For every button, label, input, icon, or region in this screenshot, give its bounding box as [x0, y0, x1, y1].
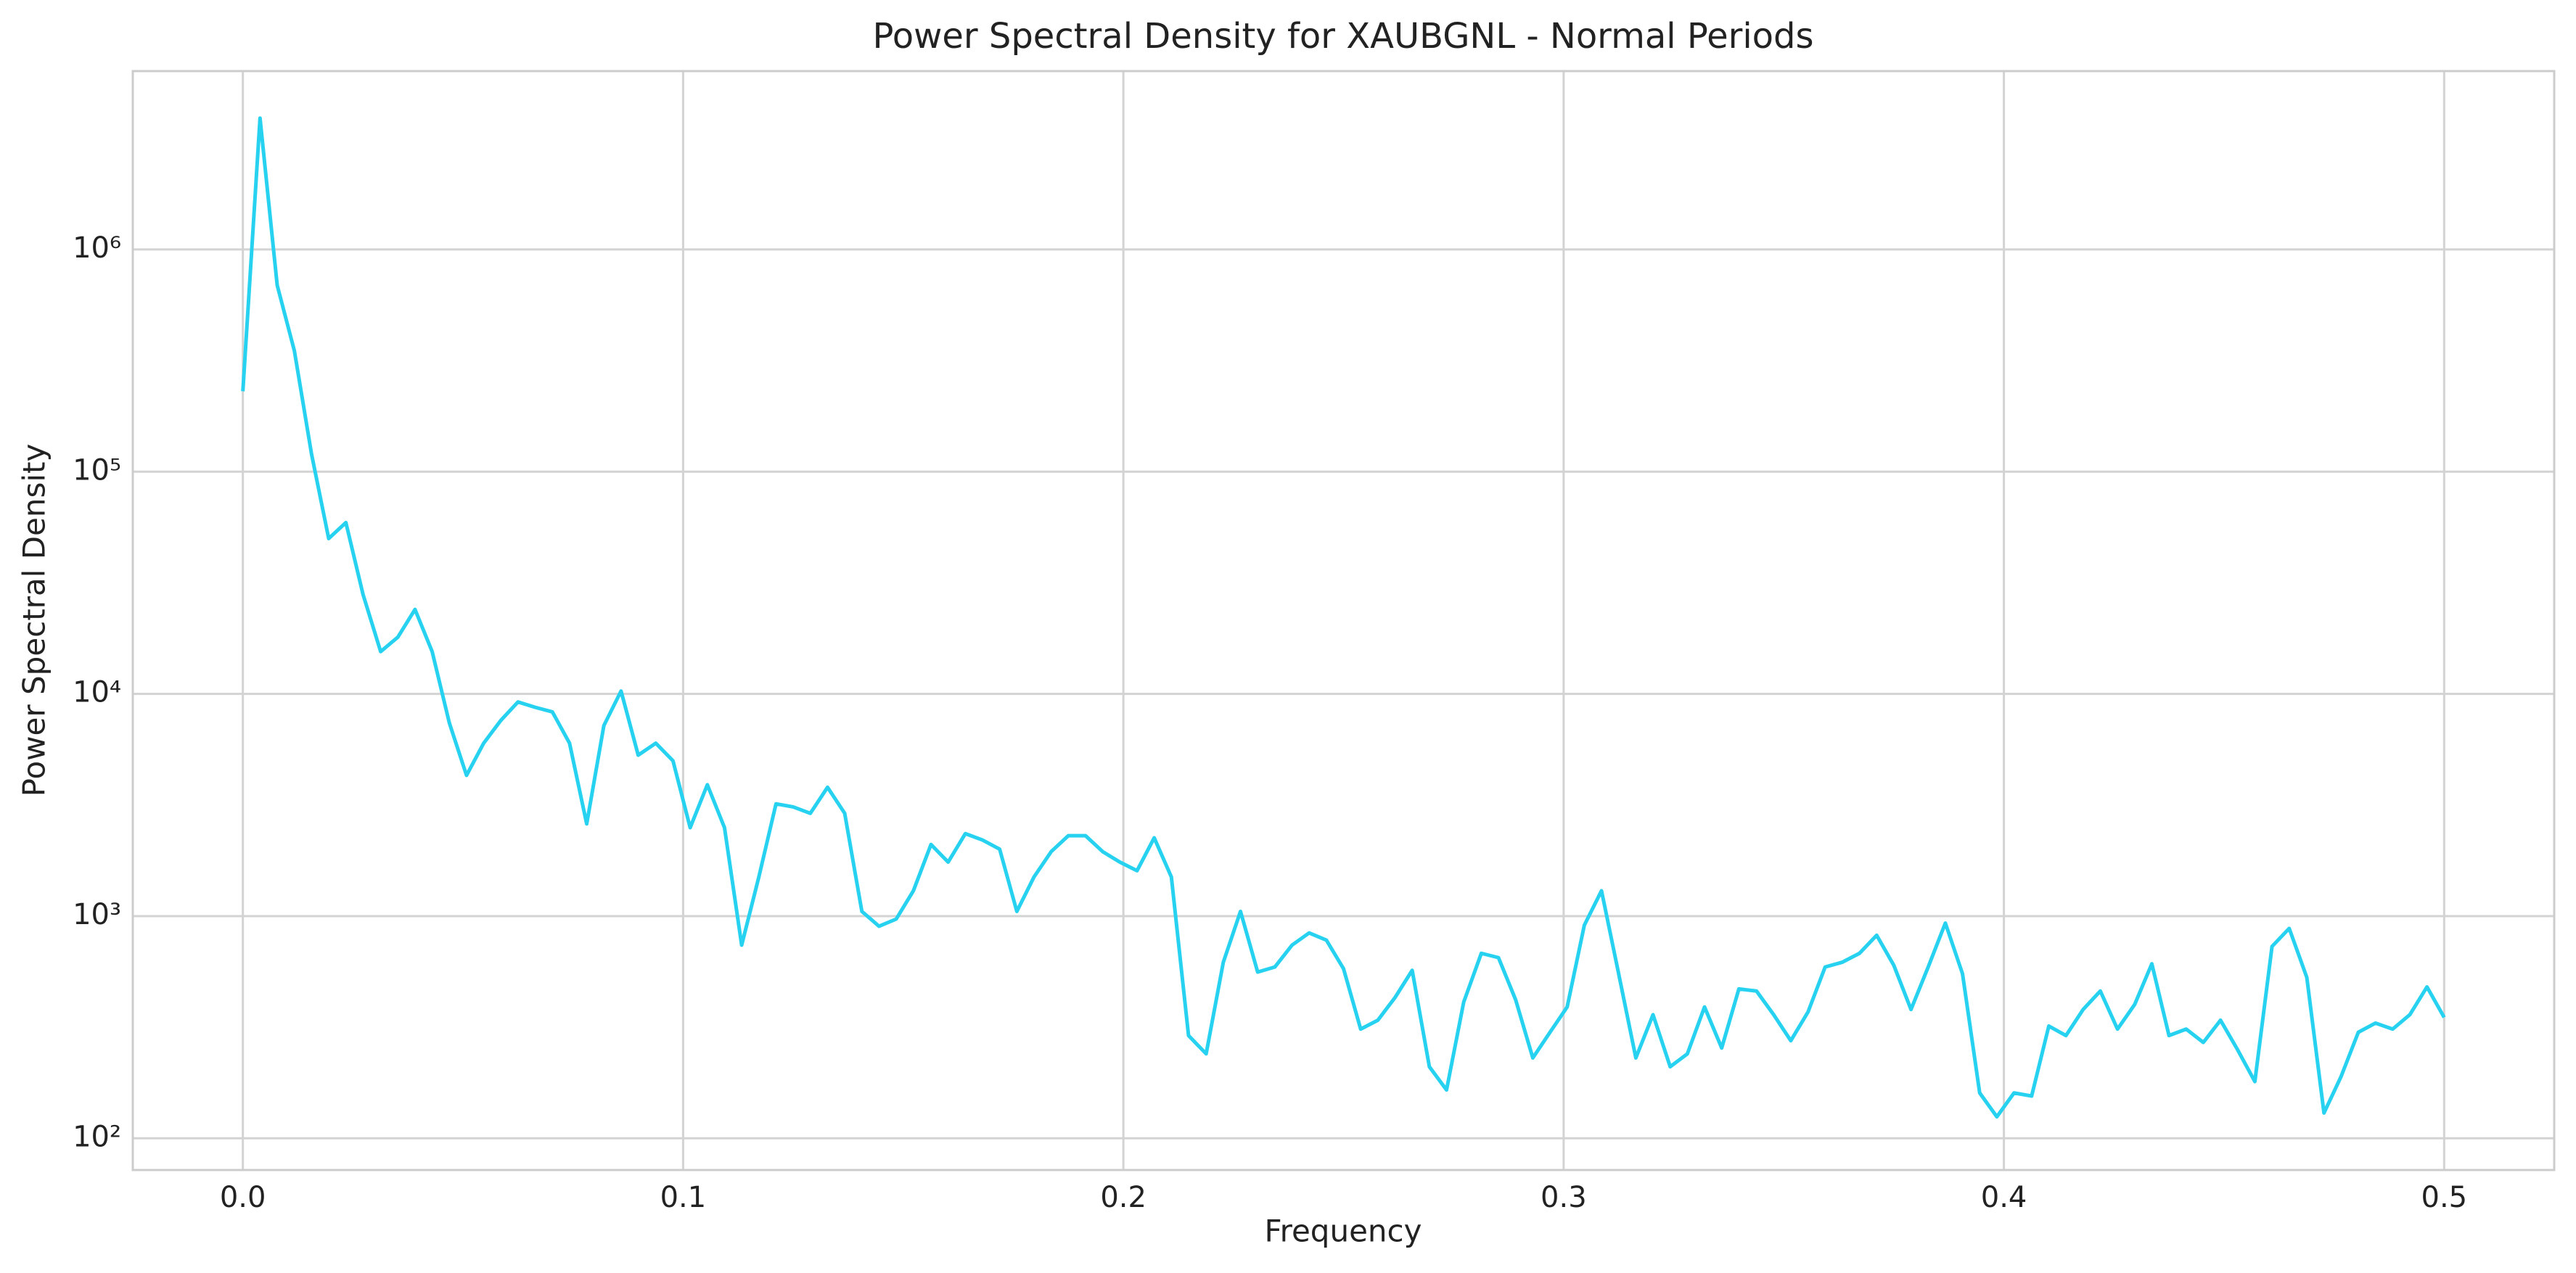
axes-frame — [131, 70, 2556, 1171]
y-tick-label: 10² — [73, 1120, 121, 1153]
x-tick-label: 0.5 — [2421, 1181, 2468, 1214]
x-tick-label: 0.0 — [220, 1181, 266, 1214]
x-axis-label: Frequency — [1265, 1214, 1422, 1249]
x-tick-label: 0.4 — [1981, 1181, 2027, 1214]
y-tick-label: 10⁵ — [73, 453, 121, 487]
chart-title: Power Spectral Density for XAUBGNL - Nor… — [872, 16, 1813, 57]
line-series — [241, 116, 2446, 1119]
y-tick-label: 10⁴ — [73, 676, 121, 709]
y-axis-label: Power Spectral Density — [17, 444, 52, 797]
y-tick-label: 10³ — [73, 898, 121, 931]
x-tick-label: 0.1 — [660, 1181, 707, 1214]
y-tick-label: 10⁶ — [73, 231, 121, 265]
x-tick-label: 0.2 — [1100, 1181, 1147, 1214]
x-tick-label: 0.3 — [1541, 1181, 1587, 1214]
